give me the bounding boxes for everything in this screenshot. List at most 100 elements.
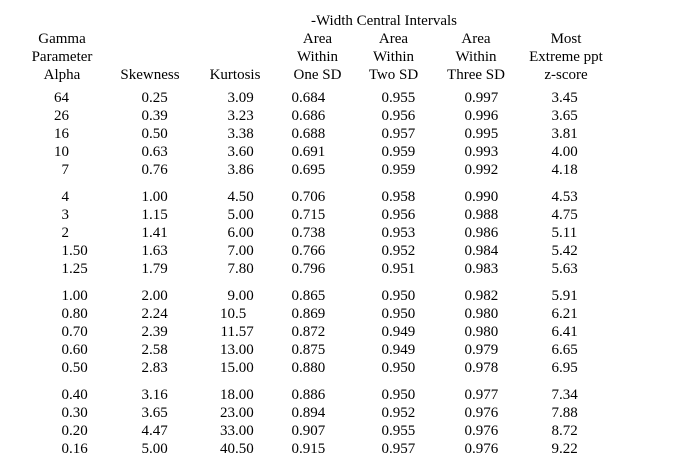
cell-integer-part: 0: [61, 324, 70, 340]
cell-fraction-part: .915: [299, 441, 326, 457]
cell-fraction-part: .00: [235, 225, 254, 241]
cell-integer-part: 3: [227, 108, 236, 124]
column-header-line: One SD: [293, 67, 342, 83]
table-cell: 2.39: [110, 323, 190, 341]
table-cell: 0.949: [355, 341, 432, 359]
table-cell: 0.875: [280, 341, 355, 359]
table-cell: 0.982: [432, 287, 520, 305]
cell-fraction-part: .60: [235, 144, 254, 160]
cell-integer-part: 0: [61, 441, 70, 457]
cell-fraction-part: .30: [69, 405, 88, 421]
cell-fraction-part: .872: [299, 324, 326, 340]
table-cell: 10.5: [190, 305, 280, 323]
cell-integer-part: 2: [141, 342, 150, 358]
table-cell: 64: [14, 89, 110, 107]
cell-integer-part: 0: [141, 90, 150, 106]
cell-fraction-part: .949: [389, 342, 416, 358]
cell-integer-part: 4: [551, 189, 560, 205]
cell-fraction-part: .75: [559, 207, 578, 223]
cell-fraction-part: .979: [472, 342, 499, 358]
cell-fraction-part: .688: [299, 126, 326, 142]
cell-integer-part: 0: [291, 288, 300, 304]
cell-fraction-part: .958: [389, 189, 416, 205]
table-cell: 6.95: [520, 359, 612, 377]
table-cell: 13.00: [190, 341, 280, 359]
cell-fraction-part: .34: [559, 387, 578, 403]
cell-integer-part: 3: [141, 387, 150, 403]
cell-integer-part: 5: [551, 288, 560, 304]
cell-fraction-part: .986: [472, 225, 499, 241]
cell-integer-part: 0: [61, 306, 70, 322]
cell-fraction-part: .80: [69, 306, 88, 322]
table-cell: 0.993: [432, 143, 520, 161]
cell-fraction-part: .950: [389, 360, 416, 376]
table-row: 0.50 2.83 15.00 0.880 0.950 0.978 6.95: [0, 359, 678, 377]
table-cell: 3: [14, 206, 110, 224]
column-header: Kurtosis: [190, 30, 280, 84]
table-cell: 0.997: [432, 89, 520, 107]
table-cell: 0.695: [280, 161, 355, 179]
cell-integer-part: 0: [381, 162, 390, 178]
table-cell: 1.63: [110, 242, 190, 260]
cell-fraction-part: .25: [69, 261, 88, 277]
cell-fraction-part: .47: [149, 423, 168, 439]
cell-fraction-part: .894: [299, 405, 326, 421]
cell-integer-part: 10: [54, 144, 69, 160]
table-cell: 3.65: [520, 107, 612, 125]
cell-integer-part: 0: [464, 108, 473, 124]
table-cell: 1.15: [110, 206, 190, 224]
table-cell: 0.907: [280, 422, 355, 440]
cell-fraction-part: .25: [149, 90, 168, 106]
cell-integer-part: 0: [141, 126, 150, 142]
cell-integer-part: 2: [141, 288, 150, 304]
cell-integer-part: 0: [464, 225, 473, 241]
table-cell: 2.58: [110, 341, 190, 359]
cell-fraction-part: .00: [235, 342, 254, 358]
table-cell: 16: [14, 125, 110, 143]
table-row: 10 0.63 3.60 0.691 0.959 0.993 4.00: [0, 143, 678, 161]
table-cell: 0.872: [280, 323, 355, 341]
table-cell: 3.23: [190, 107, 280, 125]
span-title-row: -Width Central Intervals: [0, 12, 678, 30]
table-cell: 4.47: [110, 422, 190, 440]
table-cell: 9.00: [190, 287, 280, 305]
cell-fraction-part: .950: [389, 387, 416, 403]
table-cell: 1.00: [14, 287, 110, 305]
table-cell: 0.950: [355, 386, 432, 404]
cell-integer-part: 0: [291, 441, 300, 457]
table-row: 4 1.00 4.50 0.706 0.958 0.990 4.53: [0, 188, 678, 206]
cell-fraction-part: .978: [472, 360, 499, 376]
table-cell: 6.00: [190, 224, 280, 242]
cell-integer-part: 0: [464, 144, 473, 160]
cell-fraction-part: .990: [472, 189, 499, 205]
table-cell: 3.45: [520, 89, 612, 107]
column-header-line: Area: [302, 31, 333, 47]
cell-integer-part: 0: [381, 207, 390, 223]
cell-fraction-part: .50: [149, 126, 168, 142]
cell-fraction-part: .63: [149, 144, 168, 160]
table-cell: 0.686: [280, 107, 355, 125]
cell-integer-part: 0: [291, 162, 300, 178]
cell-integer-part: 3: [61, 207, 70, 223]
table-cell: 0.80: [14, 305, 110, 323]
cell-fraction-part: .983: [472, 261, 499, 277]
cell-integer-part: 0: [381, 441, 390, 457]
table-cell: 0.957: [355, 125, 432, 143]
table-row: 0.80 2.24 10.5 0.869 0.950 0.980 6.21: [0, 305, 678, 323]
table-cell: 9.22: [520, 440, 612, 458]
table-cell: 6.41: [520, 323, 612, 341]
table-cell: 0.955: [355, 89, 432, 107]
column-header-line: [110, 48, 190, 66]
table-cell: 0.992: [432, 161, 520, 179]
cell-fraction-part: .65: [149, 405, 168, 421]
cell-fraction-part: .21: [559, 306, 578, 322]
column-header-line: Three SD: [447, 67, 505, 83]
cell-integer-part: 0: [464, 306, 473, 322]
cell-fraction-part: .959: [389, 162, 416, 178]
cell-integer-part: 6: [551, 342, 560, 358]
table-cell: 0.25: [110, 89, 190, 107]
table-cell: 0.959: [355, 143, 432, 161]
cell-integer-part: 4: [551, 162, 560, 178]
table-cell: 0.950: [355, 305, 432, 323]
table-cell: 0.986: [432, 224, 520, 242]
